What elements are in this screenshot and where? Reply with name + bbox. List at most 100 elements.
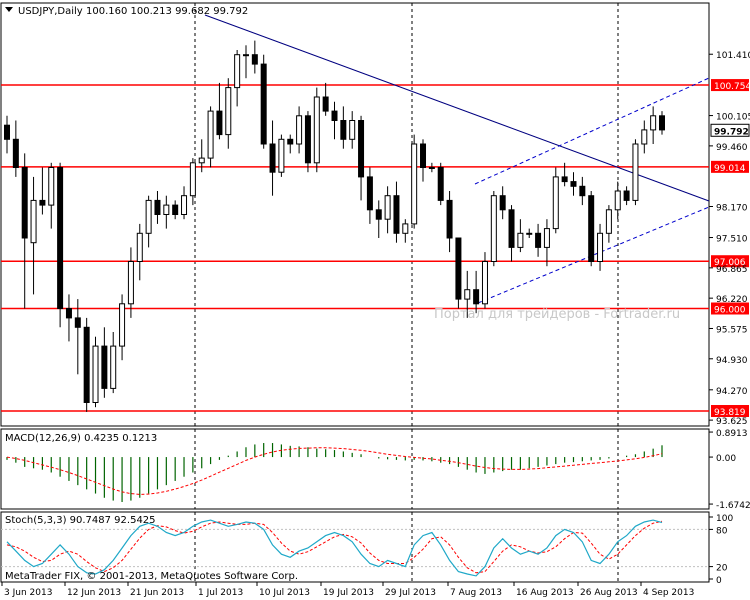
candle [481, 252, 488, 309]
candle-body [384, 195, 391, 220]
macd-signal-line [6, 447, 663, 495]
candle-body [110, 345, 117, 389]
candle-body [12, 138, 19, 169]
chart-title: USDJPY,Daily [18, 6, 83, 17]
candle-body [455, 237, 462, 300]
candle [384, 186, 391, 234]
stochastic-main-line [6, 519, 663, 577]
price-panel[interactable]: Портал для трейдеров - Fortrader.ru USDJ… [0, 2, 710, 427]
candle [225, 78, 232, 149]
stochastic-tick-label: 100 [716, 514, 733, 524]
candle [446, 191, 453, 253]
candle [12, 120, 19, 177]
candle-body [172, 204, 179, 216]
candle [304, 111, 311, 173]
stochastic-tick-label: 0 [716, 576, 722, 586]
candle [207, 106, 214, 168]
macd-tick-label: 0.8913 [716, 429, 748, 439]
candle [216, 82, 223, 140]
macd-period-separators [194, 429, 619, 509]
candle-body [632, 143, 639, 201]
copyright-text: MetaTrader FIX, © 2001-2013, MetaQuotes … [5, 571, 298, 582]
candle [552, 167, 559, 234]
trendlines [204, 14, 710, 304]
stochastic-tick-label: 20 [716, 564, 728, 574]
current-price-tag [710, 123, 750, 137]
level-price-tag [711, 79, 749, 92]
stochastic-panel[interactable]: Stoch(5,3,3) 90.7487 92.5425 MetaTrader … [0, 511, 710, 583]
macd-panel-frame [0, 428, 710, 510]
candle-body [39, 199, 46, 206]
channel-upper-line [474, 77, 710, 185]
level-price-label: 97.006 [714, 258, 746, 268]
candle-body [242, 54, 249, 57]
date-tick-label: 12 Jun 2013 [67, 588, 121, 598]
level-price-tag [711, 160, 749, 173]
candle-body [535, 232, 542, 248]
candle [420, 139, 427, 182]
candle-body [296, 115, 303, 145]
candle [402, 219, 409, 243]
candle [39, 167, 46, 215]
candle-body [526, 232, 533, 235]
level-price-tag [711, 405, 749, 418]
candle-body [490, 195, 497, 262]
candle-body [154, 199, 161, 215]
candle [579, 176, 586, 206]
macd-label: MACD(12,26,9) 0.4235 0.1213 [5, 433, 157, 444]
candle [331, 101, 338, 140]
candle [366, 167, 373, 224]
candle-body [127, 261, 134, 305]
candle [508, 205, 515, 262]
candle-body [65, 308, 72, 319]
macd-tick-label: -1.6742 [716, 501, 750, 511]
candle [154, 191, 161, 224]
current-price-label: 99.792 [714, 127, 749, 137]
date-tick-label: 19 Jul 2013 [323, 588, 374, 598]
price-tick-label: 94.270 [716, 387, 748, 397]
candle [614, 181, 621, 220]
candle [641, 120, 648, 154]
macd-tick-label: 0.00 [716, 454, 736, 464]
candle [30, 176, 37, 295]
candle [349, 111, 356, 149]
candle-body [650, 115, 657, 131]
ohlc-header: 100.160 100.213 99.682 99.792 [86, 6, 248, 17]
date-tick-label: 10 Jul 2013 [259, 588, 310, 598]
candle-body [216, 110, 223, 136]
candle-body [579, 185, 586, 197]
candle [101, 327, 108, 398]
candle-body [499, 195, 506, 211]
candle [189, 158, 196, 206]
candle-body [287, 138, 294, 145]
candle-body [464, 289, 471, 300]
level-price-label: 93.819 [714, 408, 746, 418]
macd-panel[interactable]: MACD(12,26,9) 0.4235 0.1213 [0, 428, 710, 510]
candle [535, 223, 542, 257]
symbol-dropdown-icon[interactable] [5, 7, 13, 12]
candle-body [21, 167, 28, 239]
candle-body [561, 176, 568, 183]
candle [358, 115, 365, 201]
candle [48, 162, 55, 229]
candle-body [83, 326, 90, 403]
candle-body [331, 110, 338, 121]
price-tick-label: 101.410 [716, 51, 750, 61]
candle-body [207, 110, 214, 159]
candle [588, 191, 595, 267]
candle-body [393, 195, 400, 234]
candle [464, 270, 471, 318]
candle-body [48, 167, 55, 206]
candle [375, 200, 382, 238]
candle-body [402, 223, 409, 234]
level-price-label: 99.014 [714, 164, 746, 174]
candle-body [189, 162, 196, 197]
level-price-tag [711, 255, 749, 268]
candle-body [251, 54, 258, 65]
candle [499, 186, 506, 220]
candle [127, 247, 134, 318]
candle [623, 186, 630, 206]
candle [119, 294, 126, 361]
candle [561, 162, 568, 187]
